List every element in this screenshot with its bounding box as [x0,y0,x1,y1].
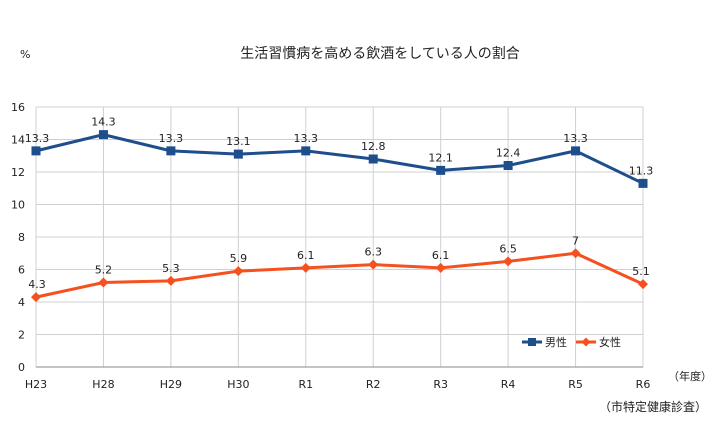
data-label: 6.1 [297,249,315,262]
data-point-female [31,292,41,303]
data-label: 6.3 [364,246,382,259]
x-tick-label: R6 [636,378,651,391]
data-point-male [368,154,378,164]
data-label: 13.3 [159,132,184,145]
data-label: 12.8 [361,140,386,153]
x-tick-label: H30 [227,378,249,391]
y-axis-unit: % [20,48,30,61]
data-point-female [368,259,379,270]
legend-label: 男性 [545,335,567,349]
x-tick-label: H23 [25,378,47,391]
x-tick-label: R4 [501,378,516,391]
data-label: 13.3 [563,132,588,145]
data-point-male [571,146,581,156]
source-note: （市特定健康診査） [598,400,707,414]
data-label: 11.3 [629,164,654,177]
data-point-female [503,256,514,267]
y-tick-label: 0 [18,361,25,374]
data-point-female [233,266,244,277]
data-point-male [503,161,513,170]
data-point-female [165,275,176,286]
data-label: 5.9 [230,252,248,265]
data-label: 6.1 [432,249,450,262]
data-label: 5.2 [95,264,113,277]
x-tick-label: H28 [92,378,114,391]
y-tick-label: 6 [18,264,25,277]
y-tick-label: 12 [11,166,25,179]
y-tick-label: 4 [18,296,25,309]
data-point-male [301,146,311,156]
x-tick-label: H29 [160,378,182,391]
x-tick-label: R3 [433,378,448,391]
x-axis-unit: （年度） [668,369,712,383]
x-tick-label: R5 [568,378,583,391]
data-label: 4.3 [28,278,46,291]
data-point-male [638,178,648,188]
y-tick-label: 14 [11,134,25,147]
y-tick-label: 8 [18,231,25,244]
data-point-male [436,165,446,175]
data-point-female [435,262,446,273]
series-line-male [35,133,644,185]
legend-marker [528,338,536,346]
data-label: 14.3 [91,116,116,129]
data-label: 7 [572,234,579,247]
legend-marker [581,337,591,347]
y-tick-label: 16 [11,101,25,114]
data-point-female [98,277,109,288]
data-label: 6.5 [499,242,517,255]
x-tick-label: R1 [298,378,313,391]
y-tick-label: 10 [11,199,25,212]
data-point-male [98,130,108,140]
data-point-male [233,149,243,159]
data-label: 5.3 [162,262,180,275]
data-point-female [570,248,581,259]
data-label: 13.3 [25,132,50,145]
data-point-male [166,146,176,156]
data-label: 5.1 [632,265,650,278]
data-point-female [300,262,311,273]
x-tick-label: R2 [366,378,381,391]
data-label: 12.4 [496,147,521,160]
data-point-female [638,279,648,290]
y-tick-label: 2 [18,329,25,342]
data-label: 13.3 [294,132,319,145]
legend-label: 女性 [599,335,621,349]
data-label: 13.1 [226,135,251,148]
series-line-female [35,251,644,299]
data-point-male [31,146,41,156]
data-label: 12.1 [428,151,453,164]
chart-title: 生活習慣病を高める飲酒をしている人の割合 [240,45,520,62]
